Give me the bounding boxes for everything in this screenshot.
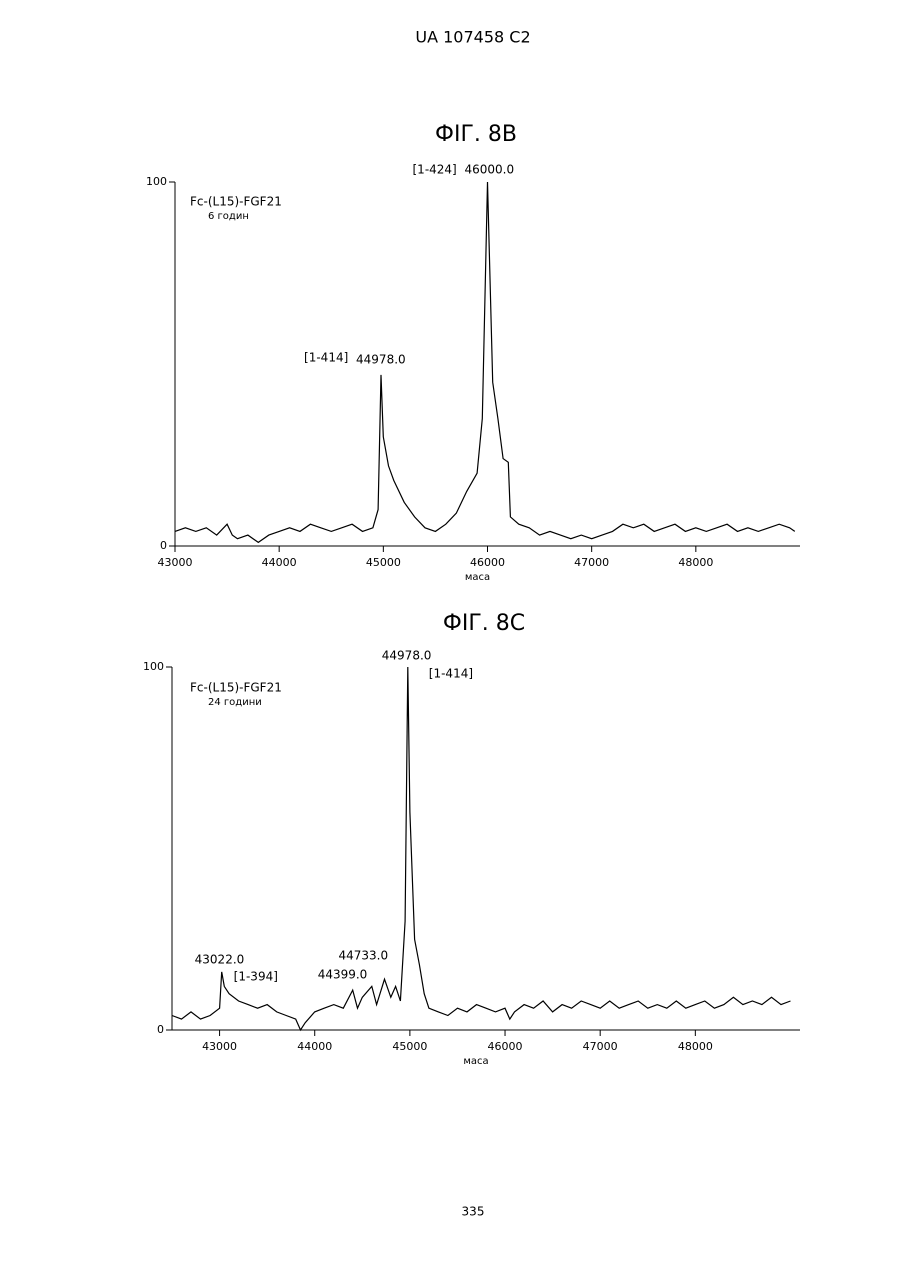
x-tick-label: 45000 <box>366 556 401 569</box>
header: UA 107458 C2 <box>415 28 530 47</box>
chart-title: ФІГ. 8C <box>443 611 525 636</box>
peak-annotation: [1-414] <box>429 667 473 681</box>
background <box>0 0 901 1273</box>
x-tick-label: 44000 <box>297 1040 332 1053</box>
peak-annotation: 43022.0 <box>195 952 245 966</box>
y-tick-label: 100 <box>146 175 167 188</box>
y-tick-label: 0 <box>157 1023 164 1036</box>
x-axis-label: маса <box>465 572 490 583</box>
peak-annotation: [1-394] <box>234 969 278 983</box>
x-axis-label: маса <box>463 1056 488 1067</box>
peak-annotation: 44399.0 <box>318 968 368 982</box>
page-number: 335 <box>462 1205 485 1219</box>
x-tick-label: 46000 <box>470 556 505 569</box>
y-tick-label: 0 <box>160 539 167 552</box>
page: UA 107458 C2 335 ФІГ. 8B 43000 44000 45000 4… <box>0 0 901 1273</box>
x-tick-label: 44000 <box>262 556 297 569</box>
peak-annotation: [1-414] <box>304 350 348 364</box>
peak-annotation: 44978.0 <box>356 352 406 366</box>
x-tick-label: 47000 <box>583 1040 618 1053</box>
x-tick-label: 48000 <box>678 556 713 569</box>
time-label: 6 годин <box>208 211 249 222</box>
sample-label: Fc-(L15)-FGF21 <box>190 195 282 209</box>
x-tick-label: 48000 <box>678 1040 713 1053</box>
time-label: 24 години <box>208 697 262 708</box>
peak-annotation: 46000.0 <box>465 163 515 177</box>
peak-annotation: [1-424] <box>413 163 457 177</box>
peak-annotation: 44978.0 <box>382 649 432 663</box>
x-tick-label: 43000 <box>158 556 193 569</box>
chart-title: ФІГ. 8B <box>435 122 517 147</box>
y-tick-label: 100 <box>143 660 164 673</box>
x-tick-label: 45000 <box>392 1040 427 1053</box>
x-tick-label: 43000 <box>202 1040 237 1053</box>
x-tick-label: 46000 <box>488 1040 523 1053</box>
sample-label: Fc-(L15)-FGF21 <box>190 681 282 695</box>
peak-annotation: 44733.0 <box>338 949 388 963</box>
x-tick-label: 47000 <box>574 556 609 569</box>
